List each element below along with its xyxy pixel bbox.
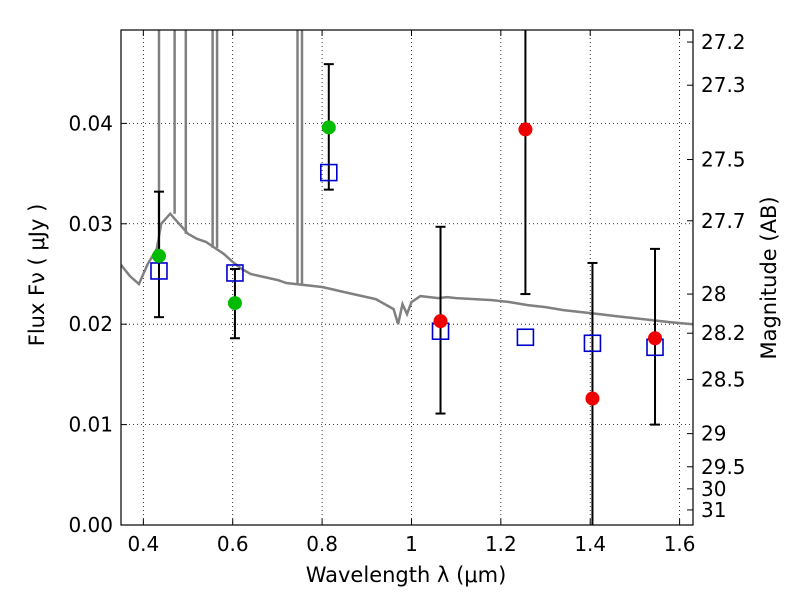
errorbar-layer [153,30,661,525]
spectrum-line [121,211,693,326]
y2-tick-label: 30 [701,477,726,501]
y2-axis-title: Magnitude (AB) [757,196,781,359]
x-tick-label: 1.2 [485,532,517,556]
x-tick-label: 0.6 [217,532,249,556]
y-tick-label: 0.02 [68,312,113,336]
grid [121,30,693,526]
y2-tick-label: 31 [701,498,726,522]
model-photometry-square [583,334,602,353]
y-tick-label: 0.00 [68,513,113,537]
y2-tick-label: 28 [701,282,726,306]
model-photometry-square [150,262,168,280]
y2-tick-label: 29 [701,422,726,446]
x-tick-label: 1.6 [664,532,696,556]
y2-tick-label: 27.2 [701,30,746,54]
model-photometry-square [319,163,338,182]
y2-tick-label: 29.5 [701,455,746,479]
y-tick-label: 0.04 [68,111,113,135]
x-tick-label: 1 [405,532,418,556]
y2-tick-label: 28.2 [701,321,746,345]
observed-point-green [227,296,242,311]
spectrum-layer [121,30,693,326]
observed-point-red [585,391,600,406]
observed-point-red [433,314,448,329]
y2-tick-label: 27.7 [701,209,746,233]
y2-tick-label: 27.3 [701,73,746,97]
observed-point-red [648,331,663,346]
x-tick-label: 1.4 [574,532,606,556]
observed-point-red [518,122,533,137]
y-tick-label: 0.03 [68,212,113,236]
plot-frame [120,29,694,526]
y-axis-title: Flux Fν ( μJy ) [25,204,49,347]
model-photometry-square [226,264,244,282]
x-axis-title: Wavelength λ (μm) [306,563,507,587]
tick-layer: 0.4 0.6 0.8 1 1.2 1.4 1.6 0.00 0.01 0.02 0.03 0.04 2… [68,30,746,556]
y2-tick-label: 28.5 [701,367,746,391]
y-tick-label: 0.01 [68,413,113,437]
observed-point-green [151,248,166,263]
y2-tick-label: 27.5 [701,148,746,172]
x-tick-label: 0.4 [127,532,159,556]
observed-point-green [321,120,336,135]
marker-layer [150,120,664,406]
x-tick-label: 0.8 [306,532,338,556]
model-photometry-square [516,328,535,347]
